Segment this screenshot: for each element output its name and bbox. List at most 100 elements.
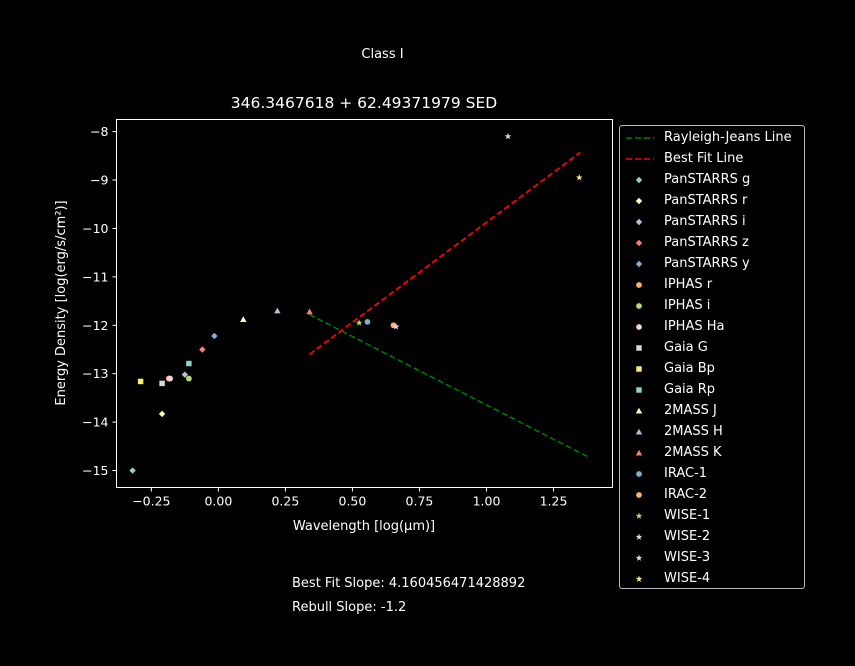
legend-entry: Gaia Bp — [620, 358, 715, 379]
chart-legend: Rayleigh-Jeans Line Best Fit Line PanSTARR… — [619, 125, 805, 589]
legend-symbol — [620, 568, 656, 589]
legend-symbol — [620, 379, 656, 400]
y-tick-label: −9 — [90, 173, 108, 188]
legend-marker — [636, 324, 642, 330]
line-rayleigh-jeans-line — [309, 313, 589, 458]
legend-symbol — [620, 358, 656, 379]
line-best-fit-line — [308, 151, 581, 356]
legend-entry: WISE-1 — [620, 505, 710, 526]
legend-marker — [636, 387, 642, 393]
legend-label: WISE-1 — [664, 508, 711, 523]
legend-label: PanSTARRS y — [664, 256, 750, 271]
legend-symbol — [620, 505, 656, 526]
legend-entry: PanSTARRS g — [620, 169, 750, 190]
legend-label: IPHAS r — [664, 277, 713, 292]
legend-label: Best Fit Line — [664, 151, 744, 166]
legend-label: Gaia G — [664, 340, 708, 355]
y-tick-label: −12 — [82, 318, 108, 333]
legend-symbol — [620, 400, 656, 421]
point-wise-4 — [575, 174, 583, 181]
x-axis-label: Wavelength [log(μm)] — [293, 519, 435, 534]
x-tick-label: 0.00 — [204, 494, 232, 509]
legend-label: PanSTARRS i — [664, 214, 746, 229]
legend-entry: IPHAS i — [620, 295, 710, 316]
x-tick-label: 1.00 — [473, 494, 501, 509]
point-wise-1 — [355, 319, 363, 326]
legend-marker — [636, 366, 642, 372]
legend-marker — [636, 345, 642, 351]
legend-symbol — [620, 421, 656, 442]
y-tick-label: −14 — [82, 415, 108, 430]
legend-marker — [635, 239, 643, 247]
point-panstarrs-y — [211, 332, 218, 340]
legend-entry: 2MASS J — [620, 400, 717, 421]
legend-label: Gaia Rp — [664, 382, 716, 397]
point-wise-2 — [392, 323, 400, 330]
legend-label: WISE-4 — [664, 571, 711, 586]
legend-marker — [636, 492, 642, 498]
legend-symbol — [620, 211, 656, 232]
legend-label: Rayleigh-Jeans Line — [664, 130, 792, 145]
legend-marker — [635, 575, 643, 582]
legend-entry: Rayleigh-Jeans Line — [620, 127, 792, 148]
point-gaia-bp — [137, 378, 144, 385]
y-tick-label: −11 — [82, 269, 108, 284]
legend-symbol — [620, 442, 656, 463]
legend-label: WISE-2 — [664, 529, 711, 544]
legend-entry: IRAC-1 — [620, 463, 707, 484]
legend-entry: 2MASS K — [620, 442, 722, 463]
legend-label: 2MASS H — [664, 424, 723, 439]
point-gaia-g — [159, 380, 165, 387]
legend-label: PanSTARRS z — [664, 235, 749, 250]
legend-entry: Gaia G — [620, 337, 708, 358]
legend-entry: IPHAS r — [620, 274, 712, 295]
legend-label: PanSTARRS r — [664, 193, 748, 208]
legend-symbol — [620, 337, 656, 358]
legend-entry: WISE-3 — [620, 547, 710, 568]
legend-marker — [636, 282, 642, 288]
x-tick-label: 0.25 — [271, 494, 299, 509]
point-gaia-rp — [186, 360, 192, 367]
legend-symbol — [620, 316, 656, 337]
rebull-slope-text: Rebull Slope: -1.2 — [292, 600, 407, 615]
legend-entry: IPHAS Ha — [620, 316, 724, 337]
legend-label: 2MASS K — [664, 445, 722, 460]
legend-entry: WISE-2 — [620, 526, 710, 547]
point-wise-3 — [504, 132, 512, 140]
legend-marker — [636, 303, 642, 309]
legend-marker — [635, 554, 643, 561]
legend-symbol — [620, 526, 656, 547]
point-panstarrs-i — [181, 371, 189, 378]
point-panstarrs-z — [199, 346, 206, 353]
legend-entry: PanSTARRS r — [620, 190, 747, 211]
legend-label: IRAC-1 — [664, 466, 708, 481]
y-tick-label: −13 — [82, 366, 108, 381]
y-tick-label: −15 — [82, 463, 108, 478]
legend-symbol — [620, 484, 656, 505]
point-2mass-k — [306, 308, 313, 315]
legend-symbol — [620, 169, 656, 190]
point-irac-1 — [364, 319, 371, 325]
legend-label: Gaia Bp — [664, 361, 715, 376]
chart-title: 346.3467618 + 62.49371979 SED — [230, 94, 498, 112]
point-iphas-i — [186, 375, 192, 382]
legend-marker — [635, 512, 643, 519]
legend-symbol — [620, 274, 656, 295]
legend-marker — [635, 407, 643, 414]
legend-entry: PanSTARRS z — [620, 232, 749, 253]
legend-marker — [635, 428, 643, 435]
legend-symbol — [620, 190, 656, 211]
legend-entry: Gaia Rp — [620, 379, 715, 400]
legend-marker — [635, 449, 643, 456]
x-tick-label: 0.50 — [339, 494, 367, 509]
legend-symbol — [620, 463, 656, 484]
legend-marker — [635, 176, 643, 184]
point-iphas-ha — [167, 375, 174, 382]
point-panstarrs-g — [129, 467, 136, 474]
legend-marker — [635, 533, 643, 540]
legend-label: IPHAS Ha — [664, 319, 725, 334]
x-tick-label: −0.25 — [132, 494, 170, 509]
point-panstarrs-r — [158, 410, 166, 418]
x-tick-label: 1.25 — [540, 494, 568, 509]
legend-entry: PanSTARRS y — [620, 253, 750, 274]
